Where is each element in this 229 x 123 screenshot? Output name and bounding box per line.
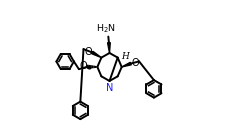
Text: H: H bbox=[120, 52, 128, 61]
Text: O: O bbox=[79, 61, 87, 71]
Text: O: O bbox=[84, 47, 91, 57]
Polygon shape bbox=[107, 43, 110, 53]
Polygon shape bbox=[91, 51, 101, 58]
Text: N: N bbox=[105, 83, 113, 93]
Text: O: O bbox=[131, 58, 139, 68]
Polygon shape bbox=[121, 62, 131, 67]
Text: H$_2$N: H$_2$N bbox=[95, 23, 115, 35]
